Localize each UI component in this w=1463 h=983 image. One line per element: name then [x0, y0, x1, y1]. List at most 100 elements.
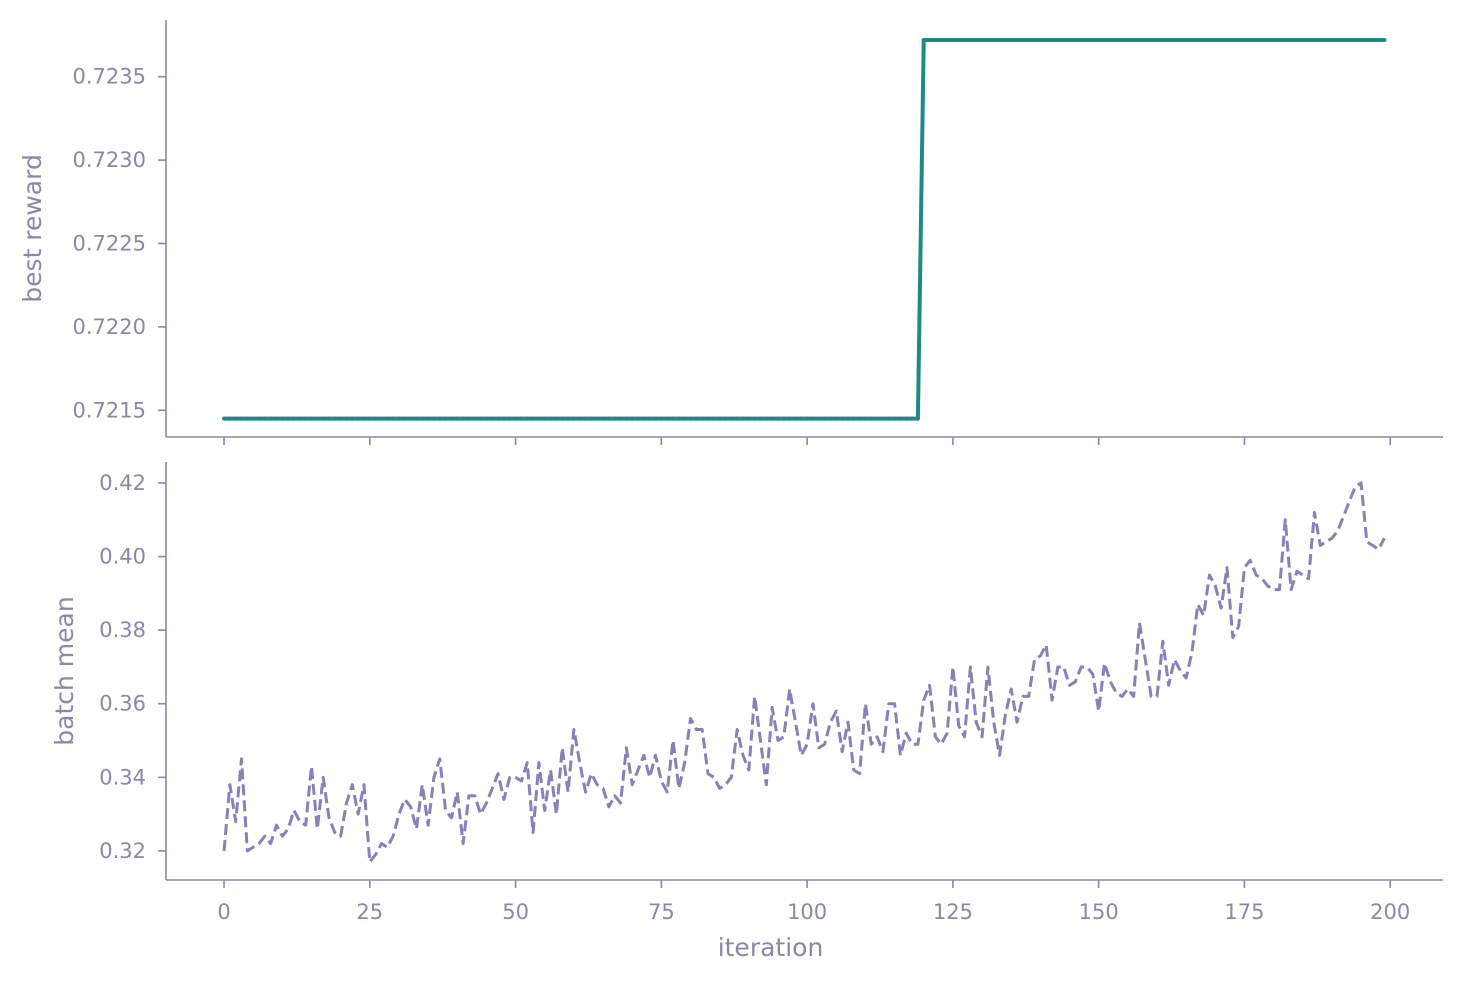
data-point	[927, 38, 932, 43]
data-point	[1318, 38, 1323, 43]
data-point	[775, 416, 780, 421]
data-point	[1195, 38, 1200, 43]
data-point	[1382, 38, 1387, 43]
data-point	[478, 416, 483, 421]
data-point	[630, 416, 635, 421]
y-axis-label: batch mean	[50, 596, 79, 745]
data-point	[472, 416, 477, 421]
data-point	[496, 416, 501, 421]
x-tick-label: 100	[787, 900, 827, 924]
x-tick-label: 75	[648, 900, 675, 924]
data-point	[1131, 38, 1136, 43]
data-point	[851, 416, 856, 421]
data-point	[1079, 38, 1084, 43]
data-point	[595, 416, 600, 421]
data-point	[805, 416, 810, 421]
data-point	[391, 416, 396, 421]
subplot: 0.32 0.34 0.36 0.38 0.40 0.42 0 25 50 75 100 125 150…	[50, 462, 1443, 962]
y-tick-label: 0.7220	[73, 315, 146, 339]
y-tick-label: 0.7235	[73, 65, 146, 89]
data-point	[350, 416, 355, 421]
data-point	[816, 416, 821, 421]
y-tick-label: 0.34	[99, 765, 146, 789]
data-point	[758, 416, 763, 421]
data-point	[676, 416, 681, 421]
data-point	[915, 416, 920, 421]
data-point	[799, 416, 804, 421]
data-point	[583, 416, 588, 421]
data-point	[781, 416, 786, 421]
data-point	[1108, 38, 1113, 43]
data-point	[303, 416, 308, 421]
data-point	[705, 416, 710, 421]
y-axis-label: best reward	[18, 154, 47, 303]
data-point	[414, 416, 419, 421]
data-point	[682, 416, 687, 421]
data-point	[1271, 38, 1276, 43]
data-point	[513, 416, 518, 421]
data-point	[1166, 38, 1171, 43]
y-tick-label: 0.7225	[73, 232, 146, 256]
data-point	[665, 416, 670, 421]
data-point	[420, 416, 425, 421]
data-point	[752, 416, 757, 421]
data-point	[297, 416, 302, 421]
data-point	[1300, 38, 1305, 43]
data-point	[933, 38, 938, 43]
data-point	[962, 38, 967, 43]
data-point	[729, 416, 734, 421]
data-point	[1335, 38, 1340, 43]
data-point	[321, 416, 326, 421]
data-point	[519, 416, 524, 421]
data-point	[396, 416, 401, 421]
x-tick-label: 0	[217, 900, 230, 924]
data-point	[717, 416, 722, 421]
data-point	[245, 416, 250, 421]
data-point	[845, 416, 850, 421]
data-point	[589, 416, 594, 421]
data-point	[525, 416, 530, 421]
data-point	[1306, 38, 1311, 43]
data-point	[641, 416, 646, 421]
data-point	[1020, 38, 1025, 43]
data-point	[869, 416, 874, 421]
data-point	[344, 416, 349, 421]
x-tick-label: 200	[1370, 900, 1410, 924]
data-point	[233, 416, 238, 421]
data-point	[262, 416, 267, 421]
data-point	[326, 416, 331, 421]
data-point	[694, 416, 699, 421]
y-tick-label: 0.7230	[73, 148, 146, 172]
data-point	[968, 38, 973, 43]
data-point	[443, 416, 448, 421]
data-point	[1032, 38, 1037, 43]
data-point	[408, 416, 413, 421]
data-point	[507, 416, 512, 421]
data-point	[466, 416, 471, 421]
data-point	[1125, 38, 1130, 43]
data-point	[1207, 38, 1212, 43]
data-line	[222, 481, 1386, 864]
data-point	[1114, 38, 1119, 43]
data-point	[1096, 38, 1101, 43]
data-point	[910, 416, 915, 421]
data-point	[1242, 38, 1247, 43]
data-point	[291, 416, 296, 421]
data-point	[385, 416, 390, 421]
data-point	[548, 416, 553, 421]
data-point	[921, 38, 926, 43]
data-point	[723, 416, 728, 421]
data-point	[1189, 38, 1194, 43]
data-point	[770, 416, 775, 421]
data-point	[1172, 38, 1177, 43]
data-point	[379, 416, 384, 421]
data-point	[880, 416, 885, 421]
x-tick-label: 150	[1079, 900, 1119, 924]
data-point	[268, 416, 273, 421]
data-point	[810, 416, 815, 421]
data-point	[542, 416, 547, 421]
data-point	[455, 416, 460, 421]
data-point	[449, 416, 454, 421]
data-point	[536, 416, 541, 421]
